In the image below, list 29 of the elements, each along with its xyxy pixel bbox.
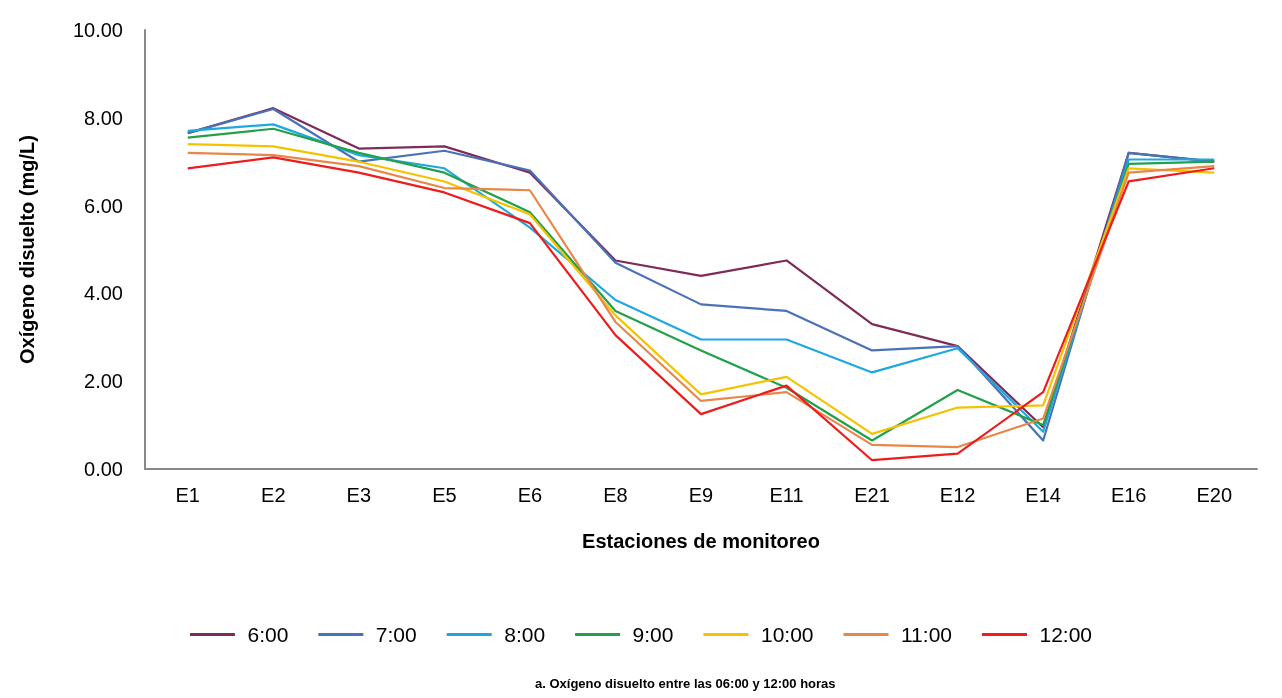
x-tick-label: E14 xyxy=(1025,484,1061,506)
text: a. Oxígeno disuelto entre las 06:00 y 12:00 horas xyxy=(535,676,836,691)
legend-label: 8:00 xyxy=(504,623,546,646)
x-tick-label: E2 xyxy=(261,484,286,506)
y-tick-label: 10.00 xyxy=(72,19,123,41)
x-tick-label: E5 xyxy=(432,484,457,506)
x-tick-label: E8 xyxy=(603,484,628,506)
legend-label: 9:00 xyxy=(632,623,674,646)
y-axis-title: Oxígeno disuelto (mg/L) xyxy=(16,135,38,364)
legend-label: 12:00 xyxy=(1039,623,1093,646)
x-tick-label: E12 xyxy=(939,484,976,506)
y-tick-label: 0.00 xyxy=(84,458,123,480)
x-tick-label: E6 xyxy=(517,484,543,506)
legend-label: 11:00 xyxy=(901,623,952,646)
y-tick-label: 2.00 xyxy=(84,370,123,393)
y-tick-label: 4.00 xyxy=(84,282,123,305)
x-tick-label: E20 xyxy=(1196,484,1233,506)
x-tick-label: E16 xyxy=(1110,484,1147,506)
legend-label: 7:00 xyxy=(375,623,417,646)
legend-label: 6:00 xyxy=(247,623,289,646)
x-tick-label: E11 xyxy=(769,484,804,506)
y-tick-label: 8.00 xyxy=(84,106,123,129)
x-tick-label: E9 xyxy=(688,484,714,506)
x-tick-label: E3 xyxy=(346,484,372,506)
y-tick-label: 6.00 xyxy=(84,194,123,217)
x-tick-label: E21 xyxy=(854,484,890,506)
x-tick-label: E1 xyxy=(175,484,200,506)
x-axis-title: Estaciones de monitoreo xyxy=(582,530,820,552)
legend-label: 10:00 xyxy=(760,623,814,646)
